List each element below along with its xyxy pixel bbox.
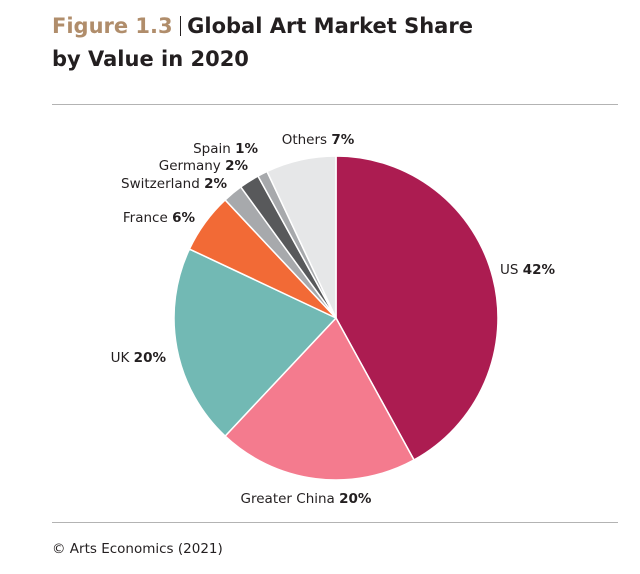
- pie-slice-others: [266, 155, 337, 319]
- slice-name-others: Others: [282, 132, 332, 148]
- chart-title: Figure 1.3 Global Art Market Share by Val…: [52, 10, 612, 76]
- slice-label-uk: UK 20%: [111, 350, 167, 366]
- title-line-1: Figure 1.3 Global Art Market Share: [52, 10, 612, 43]
- slice-label-us: US 42%: [500, 262, 556, 278]
- title-line-2: by Value in 2020: [52, 47, 249, 71]
- slice-name-switzerland: Switzerland: [121, 176, 204, 192]
- pie-slice-us: [335, 155, 499, 461]
- title-separator: [179, 16, 182, 36]
- figure-label: Figure 1.3: [52, 14, 173, 38]
- slice-value-germany: 2%: [225, 158, 248, 174]
- slice-value-switzerland: 2%: [204, 176, 227, 192]
- slice-name-spain: Spain: [193, 141, 235, 157]
- slice-name-france: France: [123, 210, 172, 226]
- slice-label-switzerland: Switzerland 2%: [121, 176, 227, 192]
- pie-slice-greater-china: [224, 317, 415, 481]
- source-credit: © Arts Economics (2021): [52, 541, 223, 557]
- slice-label-greater-china: Greater China 20%: [241, 491, 372, 507]
- slice-label-spain: Spain 1%: [193, 141, 258, 157]
- slice-name-germany: Germany: [159, 158, 225, 174]
- slice-value-uk: 20%: [134, 350, 167, 366]
- slice-value-others: 7%: [331, 132, 354, 148]
- slice-label-germany: Germany 2%: [159, 158, 249, 174]
- slice-value-spain: 1%: [235, 141, 258, 157]
- pie-slice-uk: [173, 248, 337, 437]
- title-text: Global Art Market Share: [187, 14, 473, 38]
- slice-value-us: 42%: [523, 262, 556, 278]
- slice-name-greater-china: Greater China: [241, 491, 340, 507]
- bottom-divider: [52, 522, 618, 523]
- top-divider: [52, 104, 618, 105]
- slice-label-others: Others 7%: [282, 132, 355, 148]
- slice-label-france: France 6%: [123, 210, 196, 226]
- slice-name-us: US: [500, 262, 523, 278]
- slice-name-uk: UK: [111, 350, 134, 366]
- slice-value-greater-china: 20%: [339, 491, 372, 507]
- slice-value-france: 6%: [172, 210, 195, 226]
